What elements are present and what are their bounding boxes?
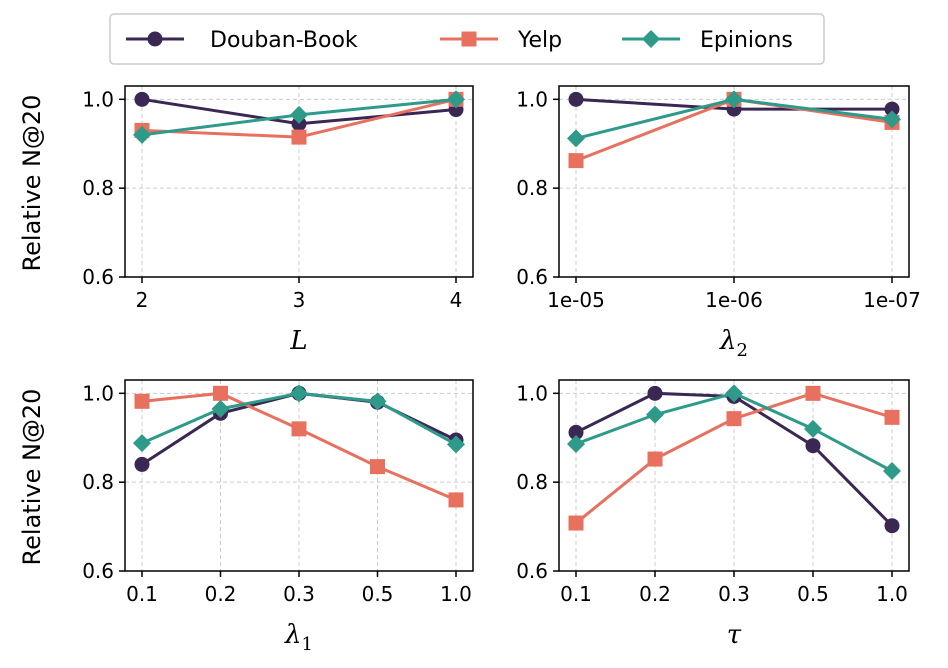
y-tick-label: 0.6 — [82, 559, 114, 583]
plot-frame — [558, 85, 910, 278]
x-tick-label: 4 — [450, 288, 463, 312]
legend-marker-epinions — [642, 30, 660, 48]
point-yelp — [134, 393, 150, 409]
legend-marker-shape-yelp — [461, 31, 477, 47]
point-douban-book — [134, 91, 150, 107]
x-axis-label: λ2 — [719, 326, 748, 361]
point-yelp — [647, 451, 663, 467]
point-epinions — [883, 110, 901, 129]
panel-L: 2 3 4 0.6 0.8 1.0 L — [82, 85, 474, 356]
point-douban-book — [647, 385, 663, 401]
y-tick-label: 0.8 — [516, 176, 548, 200]
y-tick-label: 1.0 — [516, 87, 548, 111]
point-yelp — [805, 385, 821, 401]
x-tick-label: 0.5 — [797, 582, 829, 606]
point-yelp — [568, 153, 584, 169]
y-tick-label: 1.0 — [82, 87, 114, 111]
x-axis-label: τ — [727, 620, 742, 650]
y-tick-label: 0.8 — [82, 176, 114, 200]
plot-frame — [124, 379, 474, 572]
point-douban-book — [884, 518, 900, 534]
y-tick-label: 0.8 — [82, 470, 114, 494]
point-yelp — [448, 492, 464, 508]
panel-tau: 0.1 0.2 0.3 0.5 1.0 0.6 0.8 1.0 τ — [516, 379, 910, 650]
y-axis-label-top: Relative N@20 — [18, 95, 46, 272]
point-epinions — [567, 434, 585, 453]
x-tick-label: 0.2 — [639, 582, 671, 606]
x-tick-label: 1e-07 — [863, 288, 921, 312]
point-douban-book — [568, 91, 584, 107]
point-epinions — [804, 419, 822, 438]
point-yelp — [291, 421, 307, 437]
point-epinions — [211, 399, 230, 418]
panel-lambda1: 0.1 0.2 0.3 0.5 1.0 0.6 0.8 1.0 λ1 — [82, 379, 474, 655]
point-douban-book — [568, 424, 584, 440]
y-tick-label: 0.6 — [516, 265, 548, 289]
point-epinions — [133, 125, 151, 144]
legend-marker-shape-epinions — [642, 30, 660, 48]
x-axis-label: L — [289, 326, 307, 356]
point-yelp — [568, 515, 584, 531]
point-epinions — [883, 462, 901, 481]
point-douban-book — [805, 438, 821, 454]
point-epinions — [646, 405, 664, 424]
point-yelp — [726, 411, 742, 427]
x-tick-label: 3 — [293, 288, 306, 312]
legend-label-epinions: Epinions — [700, 28, 793, 53]
panel-lambda2: 1e-05 1e-06 1e-07 0.6 0.8 1.0 λ2 — [516, 85, 921, 361]
point-epinions — [368, 392, 387, 411]
point-epinions — [725, 384, 743, 403]
legend-label-yelp: Yelp — [517, 28, 562, 53]
point-epinions — [725, 90, 743, 109]
point-epinions — [567, 129, 585, 148]
legend-entry-yelp: Yelp — [440, 28, 562, 53]
point-epinions — [290, 105, 308, 124]
x-tick-label: 2 — [136, 288, 149, 312]
x-tick-label: 0.3 — [283, 582, 315, 606]
legend-entry-epinions: Epinions — [622, 28, 793, 53]
x-tick-label: 0.2 — [205, 582, 237, 606]
plot-frame — [558, 379, 910, 572]
point-epinions — [290, 384, 308, 403]
legend-marker-yelp — [461, 31, 477, 47]
legend-label-douban-book: Douban-Book — [210, 28, 358, 53]
y-tick-label: 1.0 — [82, 381, 114, 405]
x-tick-label: 0.3 — [718, 582, 750, 606]
y-tick-label: 0.6 — [82, 265, 114, 289]
x-tick-label: 1.0 — [440, 582, 472, 606]
x-tick-label: 0.5 — [362, 582, 394, 606]
x-tick-label: 1.0 — [876, 582, 908, 606]
legend: Douban-Book Yelp Epinions — [109, 13, 825, 65]
point-epinions — [447, 90, 465, 109]
point-yelp — [884, 409, 900, 425]
y-tick-label: 0.6 — [516, 559, 548, 583]
point-yelp — [213, 385, 228, 401]
y-tick-label: 1.0 — [516, 381, 548, 405]
x-tick-label: 0.1 — [560, 582, 592, 606]
point-douban-book — [134, 456, 150, 472]
x-axis-label: λ1 — [284, 620, 313, 655]
point-yelp — [370, 459, 385, 475]
point-epinions — [133, 434, 151, 453]
y-tick-label: 0.8 — [516, 470, 548, 494]
legend-marker-shape-douban-book — [147, 31, 163, 47]
x-tick-label: 1e-05 — [547, 288, 605, 312]
x-tick-label: 1e-06 — [705, 288, 763, 312]
plot-frame — [124, 85, 474, 278]
point-douban-book — [884, 101, 900, 117]
legend-entry-douban-book: Douban-Book — [126, 28, 358, 53]
legend-marker-douban-book — [147, 31, 163, 47]
y-axis-label-bottom: Relative N@20 — [18, 389, 46, 566]
x-tick-label: 0.1 — [126, 582, 158, 606]
point-yelp — [291, 129, 307, 145]
point-epinions — [447, 435, 465, 454]
